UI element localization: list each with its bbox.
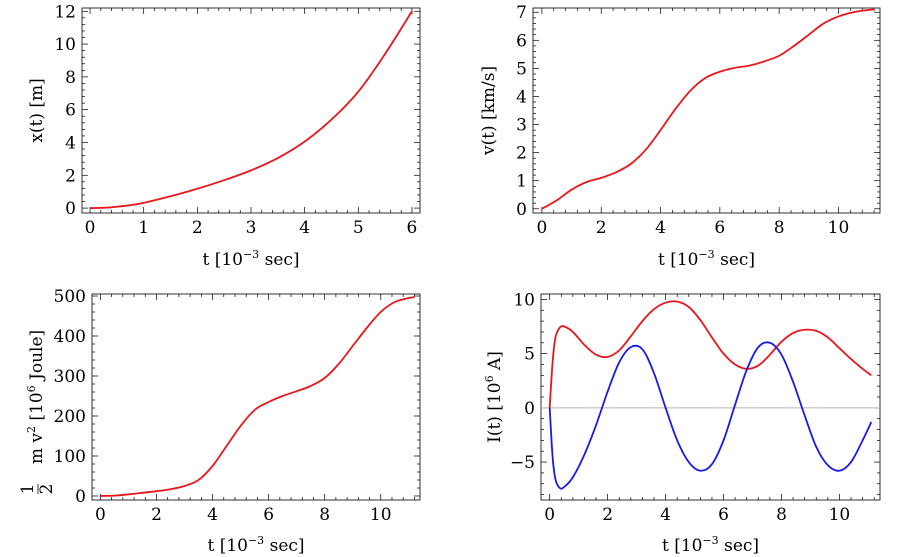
y-tick-label: 1 [516, 172, 527, 192]
x-tick-label: 8 [319, 505, 330, 525]
x-tick-label: 2 [192, 218, 203, 238]
x-tick-label: 4 [655, 218, 666, 238]
y-tick-label: 300 [54, 367, 86, 387]
current-plot: 0 2 4 6 8 10 −5 0 5 10 t [10−3 sec] I(t) [106 A] [483, 290, 881, 556]
series-line-0 [90, 10, 413, 209]
x-tick-label: 2 [151, 505, 162, 525]
x-axis-label: t [10−3 sec] [207, 534, 304, 556]
y-tick-label: 4 [516, 87, 527, 107]
y-tick-label: 200 [54, 407, 86, 427]
x-tick-label: 2 [602, 505, 613, 525]
x-axis-label: t [10−3 sec] [202, 248, 299, 270]
x-tick-label: 6 [714, 218, 725, 238]
y-tick-label: 7 [516, 3, 527, 23]
x-tick-label: 10 [828, 218, 850, 238]
x-tick-label: 0 [95, 505, 106, 525]
fraction-numerator: 1 [18, 484, 38, 495]
y-tick-label: 10 [54, 35, 76, 55]
x-axis-label: t [10−3 sec] [658, 248, 755, 270]
x-tick-label: 8 [774, 218, 785, 238]
plot-frame [81, 7, 421, 214]
series-line-0 [541, 8, 875, 210]
y-tick-label: 400 [54, 327, 86, 347]
y-axis-label: v(t) [km/s] [479, 66, 499, 156]
y-tick-label: 500 [54, 287, 86, 307]
x-tick-label: 4 [660, 505, 671, 525]
y-tick-label: 5 [516, 59, 527, 79]
y-axis-label: x(t) [m] [27, 78, 47, 142]
y-tick-label: 2 [516, 144, 527, 164]
series-line-0 [548, 300, 872, 408]
y-tick-label: 6 [65, 101, 76, 121]
y-axis-label: m v2 [106 Joule] [25, 330, 47, 464]
x-tick-label: 10 [370, 505, 392, 525]
x-tick-label: 0 [544, 505, 555, 525]
series-line-0 [100, 296, 415, 497]
y-tick-label: 4 [65, 133, 76, 153]
series-line-1 [548, 341, 873, 490]
x-tick-label: 2 [596, 218, 607, 238]
y-tick-label: 0 [516, 200, 527, 220]
x-tick-label: 5 [353, 218, 364, 238]
y-tick-label: 10 [513, 290, 535, 310]
y-tick-label: 0 [524, 399, 535, 419]
x-tick-label: 0 [85, 218, 96, 238]
x-tick-label: 4 [207, 505, 218, 525]
plot-frame [532, 7, 881, 214]
plot-frame [91, 293, 421, 501]
y-tick-label: 0 [65, 199, 76, 219]
x-tick-label: 8 [776, 505, 787, 525]
y-tick-label: 3 [516, 116, 527, 136]
y-axis-label: I(t) [106 A] [483, 351, 505, 443]
y-tick-label: 8 [65, 68, 76, 88]
x-tick-label: 1 [138, 218, 149, 238]
x-tick-label: 3 [246, 218, 257, 238]
y-tick-label: 12 [54, 2, 76, 22]
x-tick-label: 6 [263, 505, 274, 525]
fraction-denominator: 2 [37, 484, 57, 495]
y-tick-label: −5 [510, 453, 535, 473]
x-tick-label: 6 [718, 505, 729, 525]
y-tick-label: 0 [75, 487, 86, 507]
y-tick-label: 2 [65, 166, 76, 186]
x-tick-label: 4 [299, 218, 310, 238]
velocity-plot: 0 2 4 6 8 10 0 1 2 3 4 5 6 7 t [10−3 sec] v(t) [km/s] [479, 3, 881, 270]
plot-frame [540, 293, 881, 501]
x-tick-label: 0 [536, 218, 547, 238]
y-tick-label: 5 [524, 345, 535, 365]
x-axis-label: t [10−3 sec] [662, 534, 759, 556]
y-tick-label: 100 [54, 447, 86, 467]
y-tick-label: 6 [516, 31, 527, 51]
x-tick-label: 10 [829, 505, 851, 525]
x-tick-label: 6 [407, 218, 418, 238]
